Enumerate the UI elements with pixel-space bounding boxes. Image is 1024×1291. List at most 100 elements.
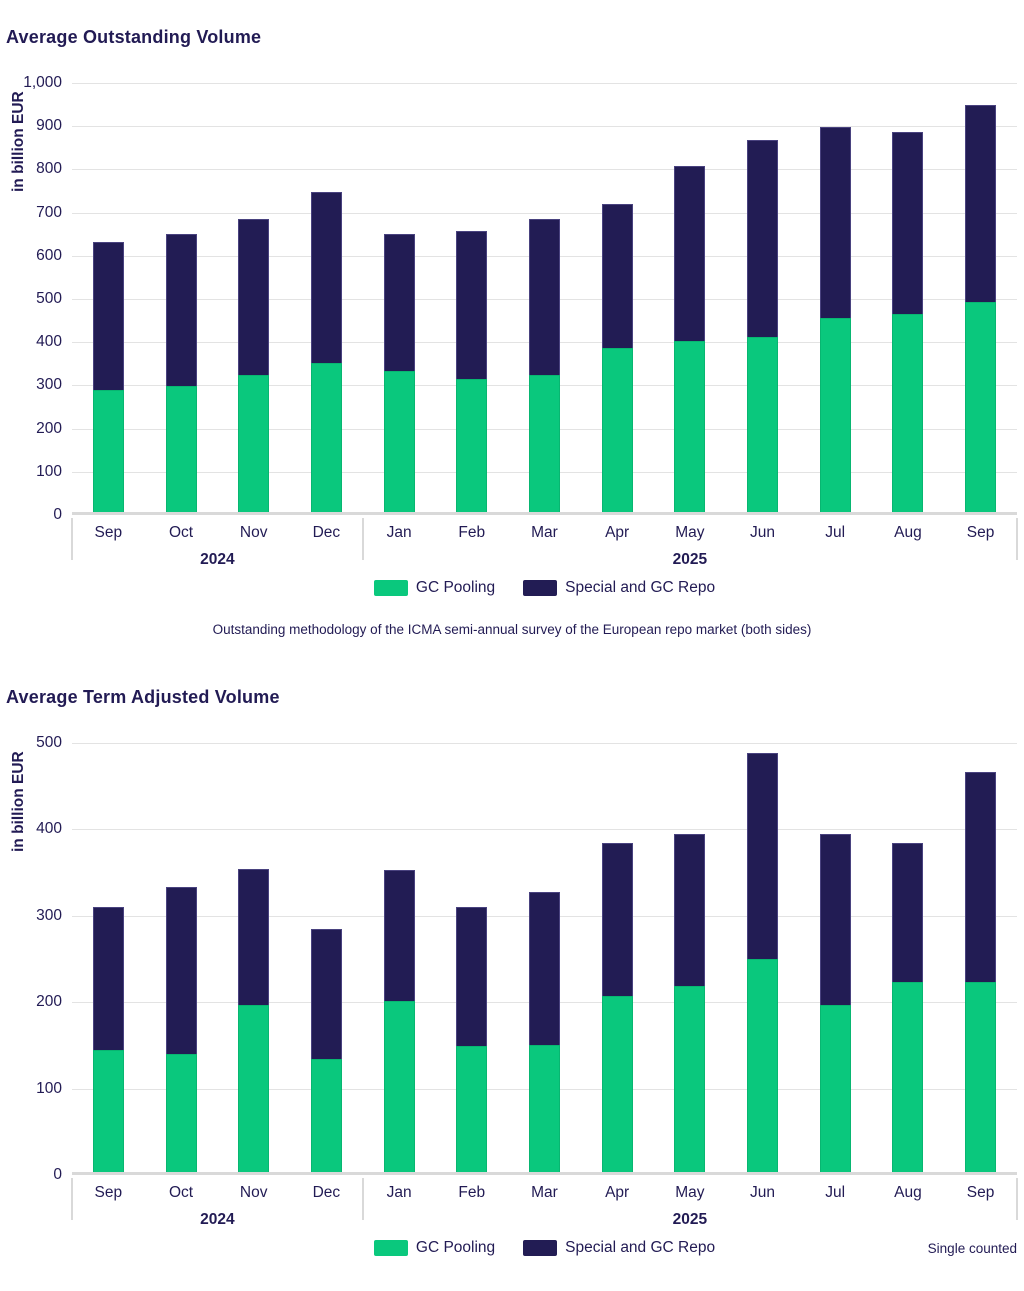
x-tick-label: Sep: [966, 1184, 995, 1201]
chart-average-term-adjusted-volume: Average Term Adjusted Volume in billion …: [0, 660, 1024, 1291]
bar-segment-gc-pooling: [529, 1045, 560, 1172]
bar-segment-gc-pooling: [166, 386, 197, 512]
bar-segment-gc-pooling: [238, 375, 269, 512]
axis-tick: [1016, 1178, 1018, 1220]
bar-segment-special-and-gc-repo: [529, 892, 560, 1045]
y-tick-label: 100: [36, 462, 62, 480]
axis-tick: [71, 518, 73, 560]
bar-segment-special-and-gc-repo: [892, 843, 923, 982]
bar-segment-gc-pooling: [602, 996, 633, 1172]
bar-segment-special-and-gc-repo: [93, 907, 124, 1050]
gridline: [72, 829, 1017, 830]
bar-segment-gc-pooling: [747, 337, 778, 512]
legend-swatch-special-and-gc-repo: [523, 1240, 558, 1256]
x-tick-label: May: [675, 1184, 705, 1201]
legend-item-gc-pooling: GC Pooling: [373, 1239, 495, 1257]
bar-segment-gc-pooling: [93, 390, 124, 512]
legend-item-special-and-gc-repo: Special and GC Repo: [523, 1239, 715, 1257]
x-tick-label: Sep: [94, 1184, 123, 1201]
bar-segment-gc-pooling: [384, 371, 415, 512]
bar-segment-special-and-gc-repo: [820, 834, 851, 1005]
year-label: 2025: [672, 1211, 708, 1228]
x-tick-label: Nov: [239, 524, 268, 541]
bar-segment-gc-pooling: [965, 982, 996, 1172]
x-tick-label: May: [675, 524, 705, 541]
legend-item-special-and-gc-repo: Special and GC Repo: [523, 579, 715, 597]
bar-segment-gc-pooling: [674, 341, 705, 512]
bar-segment-special-and-gc-repo: [93, 242, 124, 390]
bar-segment-special-and-gc-repo: [602, 204, 633, 348]
legend-swatch-gc-pooling: [373, 580, 408, 596]
gridline: [72, 743, 1017, 744]
chart-caption: Outstanding methodology of the ICMA semi…: [212, 622, 812, 637]
legend-item-gc-pooling: GC Pooling: [373, 579, 496, 597]
y-tick-label: 300: [36, 906, 62, 924]
chart-title: Average Term Adjusted Volume: [6, 687, 280, 707]
chart-title: Average Outstanding Volume: [6, 27, 262, 47]
bar-segment-special-and-gc-repo: [384, 234, 415, 371]
x-tick-label: Feb: [458, 1184, 486, 1201]
axis-tick: [362, 1178, 364, 1220]
x-tick-label: Apr: [605, 1184, 630, 1201]
x-axis-labels: Sep Oct Nov Dec Jan Feb Mar Apr May Jun Jul Aug Sep: [72, 524, 1017, 542]
x-tick-label: Sep: [966, 524, 995, 541]
plot-area: [72, 743, 1017, 1175]
year-label: 2024: [200, 551, 235, 568]
chart-average-outstanding-volume: Average Outstanding Volume in billion EU…: [6, 27, 1018, 637]
y-tick-label: 400: [36, 820, 62, 838]
y-tick-label: 600: [36, 246, 62, 264]
x-tick-label: Oct: [168, 524, 194, 541]
axis-tick: [1016, 518, 1018, 560]
y-tick-label: 700: [36, 203, 62, 221]
legend: GC Pooling Special and GC Repo: [72, 579, 1017, 597]
plot-area: [72, 83, 1017, 515]
bar-segment-special-and-gc-repo: [674, 166, 705, 341]
x-tick-label: Jul: [825, 1184, 846, 1201]
y-tick-label: 0: [53, 1166, 62, 1183]
bar-segment-special-and-gc-repo: [674, 834, 705, 986]
bar-segment-special-and-gc-repo: [529, 219, 560, 375]
x-tick-label: Aug: [894, 1184, 922, 1201]
bar-segment-special-and-gc-repo: [602, 843, 633, 996]
x-axis-labels: Sep Oct Nov Dec Jan Feb Mar Apr May Jun Jul Aug Sep: [72, 1184, 1017, 1202]
bar-segment-gc-pooling: [820, 1005, 851, 1172]
bar-segment-gc-pooling: [892, 982, 923, 1172]
legend-swatch-special-and-gc-repo: [523, 580, 558, 596]
legend: GC Pooling Special and GC Repo: [72, 1239, 1017, 1257]
x-tick-label: Aug: [894, 524, 922, 541]
y-tick-label: 200: [36, 419, 62, 437]
bar-segment-gc-pooling: [93, 1050, 124, 1172]
gridline: [72, 83, 1017, 84]
bar-segment-special-and-gc-repo: [166, 887, 197, 1054]
legend-label: GC Pooling: [415, 579, 496, 596]
bar-segment-special-and-gc-repo: [238, 219, 269, 375]
bar-segment-gc-pooling: [456, 379, 487, 512]
bar-segment-gc-pooling: [674, 986, 705, 1172]
bar-segment-gc-pooling: [892, 314, 923, 512]
y-tick-label: 500: [36, 290, 62, 307]
gridline: [72, 213, 1017, 214]
x-tick-label: Jul: [825, 524, 846, 541]
bar-segment-special-and-gc-repo: [456, 231, 487, 379]
y-tick-label: 900: [36, 117, 62, 135]
year-label: 2024: [200, 1211, 235, 1228]
bar-segment-special-and-gc-repo: [820, 127, 851, 318]
bar-segment-special-and-gc-repo: [238, 869, 269, 1005]
year-label: 2025: [672, 551, 708, 568]
bar-segment-special-and-gc-repo: [166, 234, 197, 386]
bar-segment-special-and-gc-repo: [311, 192, 342, 363]
axis-tick: [362, 518, 364, 560]
x-tick-label: Jun: [750, 1184, 776, 1201]
legend-swatch-gc-pooling: [373, 1240, 408, 1256]
single-counted-note: Single counted: [927, 1241, 1017, 1256]
x-tick-label: Mar: [531, 1184, 558, 1201]
bar-segment-special-and-gc-repo: [456, 907, 487, 1046]
y-tick-label: 1,000: [23, 74, 62, 91]
bar-segment-gc-pooling: [529, 375, 560, 512]
bar-segment-gc-pooling: [311, 1059, 342, 1172]
bar-segment-gc-pooling: [166, 1054, 197, 1172]
bar-segment-special-and-gc-repo: [892, 132, 923, 314]
bar-segment-special-and-gc-repo: [384, 870, 415, 1001]
bar-segment-gc-pooling: [820, 318, 851, 512]
bar-segment-gc-pooling: [602, 348, 633, 512]
